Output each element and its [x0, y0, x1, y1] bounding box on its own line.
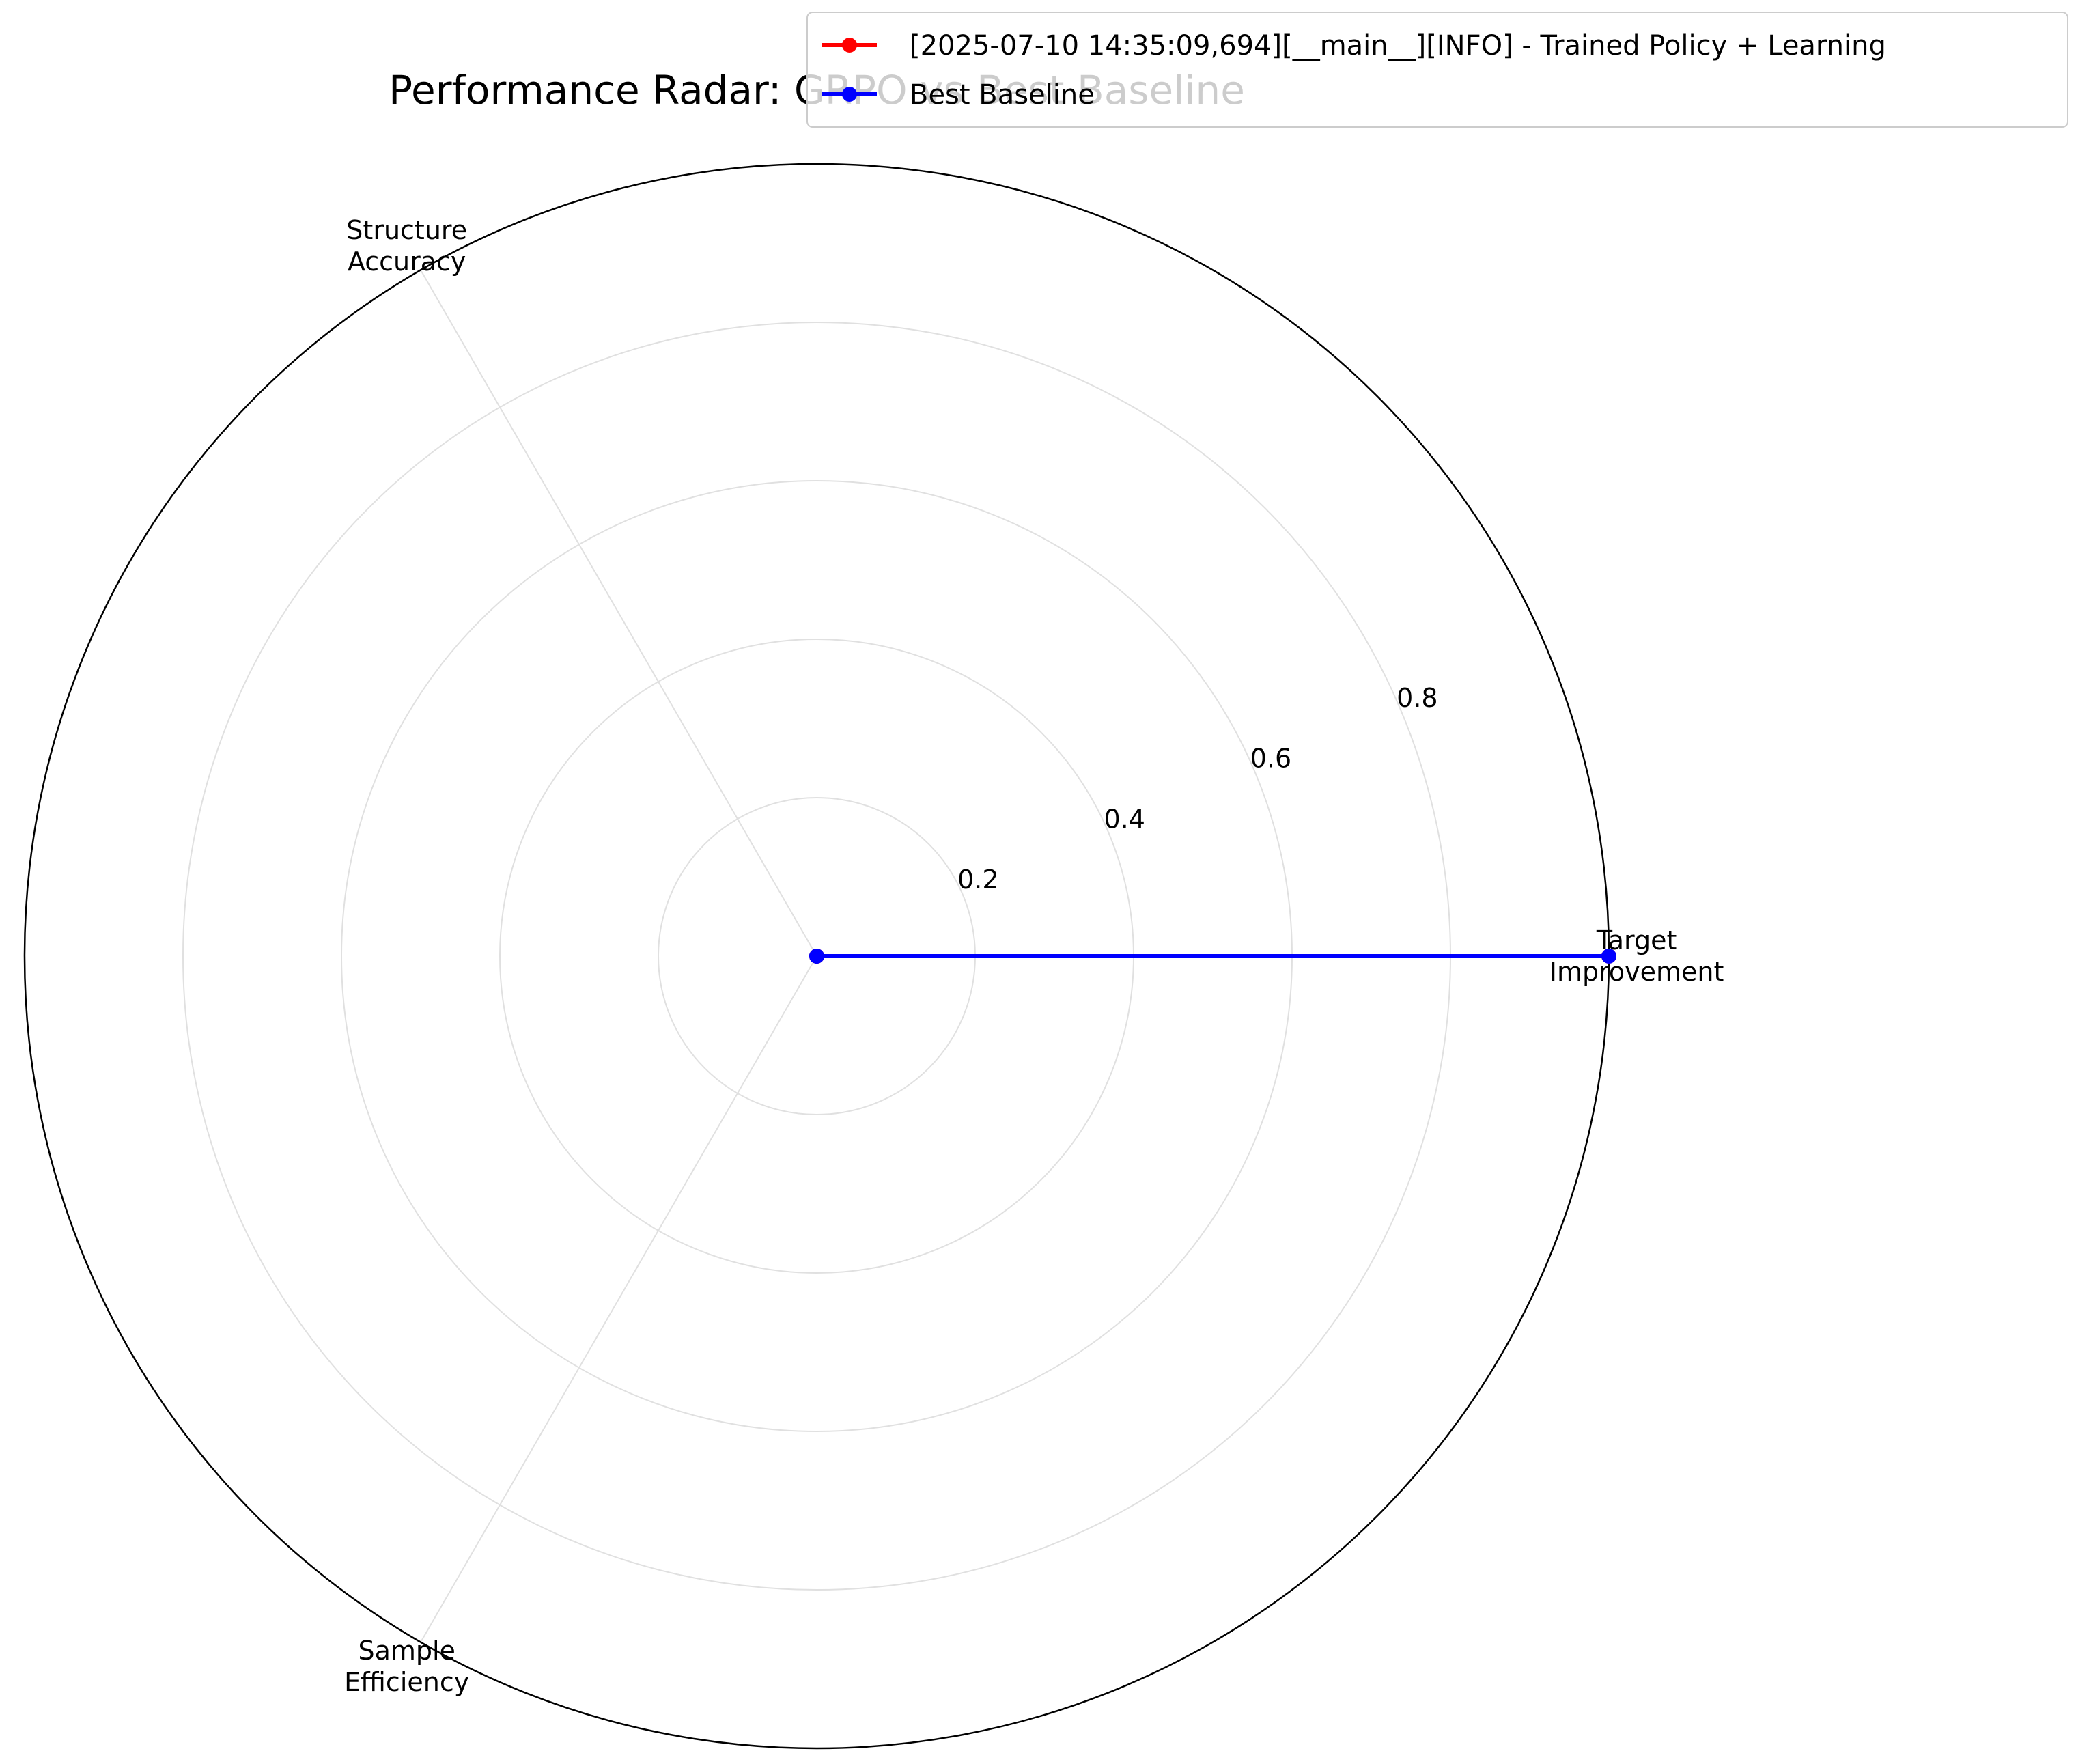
series-1-point-2	[809, 949, 824, 964]
legend-swatch-marker-0	[842, 38, 857, 53]
axis-category-label: Target Improvement	[1549, 925, 1724, 987]
legend: [2025-07-10 14:35:09,694][__main__][INFO…	[806, 12, 2068, 128]
axis-category-label: Structure Accuracy	[346, 215, 467, 277]
rtick-label: 0.4	[1104, 804, 1145, 834]
legend-swatch-marker-1	[842, 87, 857, 102]
rtick-label: 0.8	[1397, 683, 1437, 713]
radar-series	[809, 949, 1616, 964]
rtick-label: 0.6	[1250, 744, 1291, 774]
legend-entry-label: Best Baseline	[910, 79, 1095, 111]
legend-frame	[806, 12, 2068, 128]
axis-spoke-2	[420, 955, 817, 1643]
axis-spoke-1	[420, 269, 817, 957]
rtick-label: 0.2	[957, 865, 998, 895]
axis-category-label: Sample Efficiency	[344, 1636, 469, 1697]
legend-entry-label: [2025-07-10 14:35:09,694][__main__][INFO…	[910, 30, 1886, 61]
radar-labels: 0.2 0.4 0.6 0.8 Target Improvement Structure Ac…	[344, 215, 1724, 1697]
series-1-point-0	[1601, 949, 1616, 964]
